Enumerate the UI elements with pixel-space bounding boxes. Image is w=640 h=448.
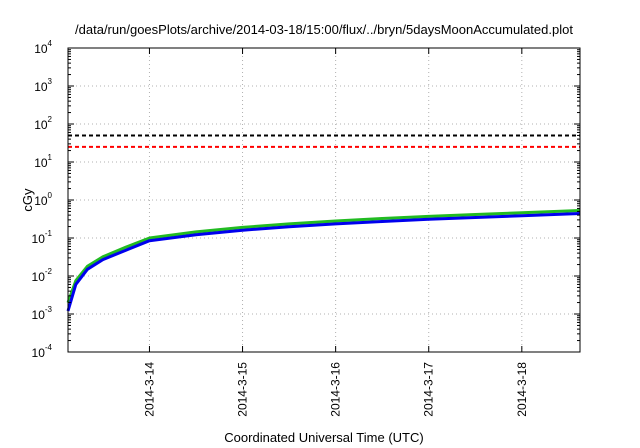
y-tick-exponent: -3	[45, 305, 53, 314]
x-axis-ticks: 2014-3-14 2014-3-15 2014-3-16 2014-3-17 2014…	[142, 48, 529, 417]
y-tick-label: 103	[34, 77, 52, 94]
x-tick-label: 2014-3-17	[422, 362, 436, 417]
y-tick-label: 10-1	[32, 229, 53, 246]
series-line	[66, 212, 581, 312]
y-tick-exponent: 4	[48, 39, 53, 48]
x-axis-label: Coordinated Universal Time (UTC)	[224, 430, 423, 445]
chart-title: /data/run/goesPlots/archive/2014-03-18/1…	[75, 22, 573, 37]
y-tick-exponent: -1	[45, 229, 53, 238]
y-tick-label: 10-2	[32, 267, 53, 284]
y-tick-exponent: 0	[48, 191, 53, 200]
series-line	[66, 209, 581, 304]
y-tick-label: 10-3	[32, 305, 53, 322]
series-group	[66, 209, 581, 312]
y-tick-label: 10-4	[32, 343, 53, 360]
x-tick-label: 2014-3-16	[329, 362, 343, 417]
y-tick-exponent: 3	[48, 77, 53, 86]
y-tick-exponent: 2	[48, 115, 53, 124]
y-tick-label: 100	[34, 191, 52, 208]
grid	[68, 48, 580, 352]
threshold-lines	[68, 134, 580, 148]
y-tick-label: 101	[34, 153, 52, 170]
y-tick-label: 102	[34, 115, 52, 132]
x-tick-label: 2014-3-15	[236, 362, 250, 417]
x-tick-label: 2014-3-18	[515, 362, 529, 417]
y-tick-exponent: -4	[45, 343, 53, 352]
x-tick-label: 2014-3-14	[142, 362, 156, 417]
y-tick-exponent: 1	[48, 153, 53, 162]
y-axis-label: cGy	[20, 188, 35, 212]
y-tick-label: 104	[34, 39, 52, 56]
y-tick-exponent: -2	[45, 267, 53, 276]
